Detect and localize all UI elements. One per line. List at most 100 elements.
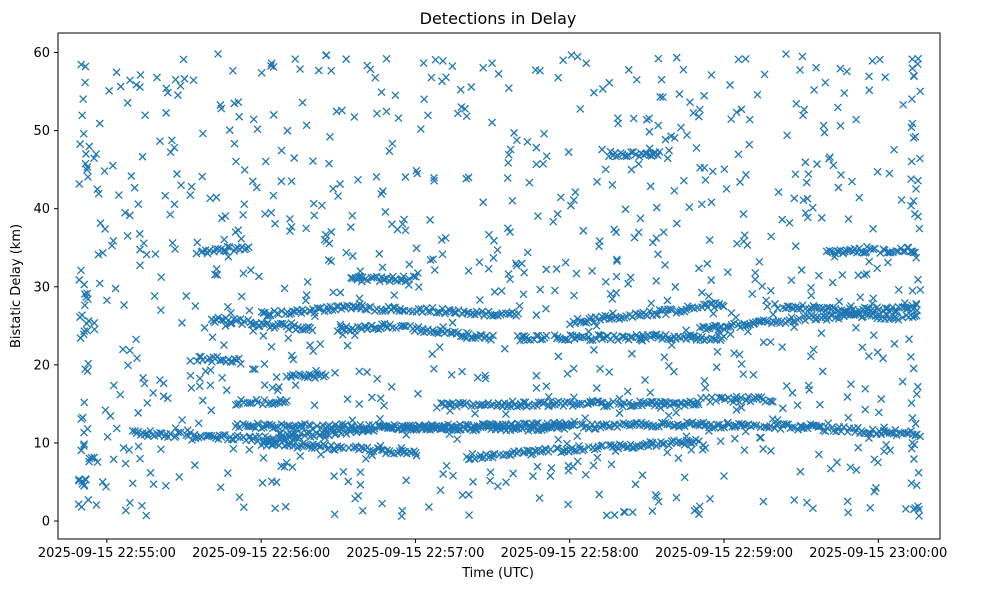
data-point [298,98,307,107]
data-point [217,104,226,113]
data-point [755,257,764,266]
data-point [424,503,433,511]
data-point [305,370,314,379]
data-point [748,289,757,298]
data-point [741,170,750,179]
data-point [355,300,364,309]
data-point [880,447,889,456]
data-point [898,313,907,322]
data-point [432,422,441,430]
data-point [134,442,143,451]
data-point [195,382,204,391]
data-point [840,89,849,98]
data-point [282,396,291,405]
data-point [330,510,339,519]
data-point [146,468,155,477]
data-point [680,440,689,449]
data-point [911,419,920,428]
data-point [287,177,296,186]
data-point [532,143,541,152]
data-point [880,423,889,432]
data-point [760,70,769,79]
data-point [336,180,345,188]
data-point [577,317,586,326]
data-point [481,332,490,341]
data-point [874,408,883,417]
data-point [162,84,171,93]
data-point [828,303,837,312]
data-point [432,308,441,317]
data-point [387,449,395,457]
data-point [321,230,330,239]
data-point [287,222,296,231]
data-point [426,256,435,264]
data-point [589,88,598,97]
data-point [246,422,255,431]
data-point [592,321,601,330]
data-point [601,165,610,174]
data-point [162,108,171,117]
data-point [192,249,201,258]
data-point [512,136,521,145]
data-point [79,441,88,450]
data-point [397,276,406,285]
data-point [869,331,878,340]
data-point [624,65,633,74]
data-point [220,235,229,244]
data-point [479,198,488,207]
data-point [151,250,160,258]
data-point [273,386,282,395]
data-point [353,175,362,184]
data-point [619,419,628,428]
data-point [671,282,680,291]
data-point [501,410,510,419]
data-point [713,347,722,356]
data-point [83,367,92,375]
data-point [664,411,673,420]
data-point [665,146,674,155]
data-point [236,315,245,323]
data-point [536,335,545,344]
data-point [166,210,175,219]
data-point [580,445,589,454]
data-point [612,228,621,237]
data-point [655,147,664,156]
x-tick-label: 2025-09-15 22:59:00 [655,546,793,561]
data-point [573,457,582,466]
data-point [135,229,144,238]
data-point [556,193,565,202]
data-point [153,73,161,82]
data-point [420,95,429,104]
data-point [790,423,799,432]
data-point [77,60,86,69]
data-point [571,319,580,328]
data-point [201,367,210,376]
data-point [223,469,232,478]
data-point [802,498,811,507]
y-axis-ticks: 0 10 20 30 40 50 60 [33,46,58,530]
data-point [346,223,355,232]
data-point [488,118,497,127]
data-point [223,242,232,251]
data-point [271,219,279,228]
data-point [778,303,787,312]
data-point [908,414,917,422]
data-point [908,64,917,73]
data-point [75,275,84,284]
data-point [247,320,256,329]
data-point [694,264,703,273]
data-point [869,294,878,303]
data-point [596,364,605,373]
data-point [581,470,590,479]
data-point [363,61,372,70]
data-point [249,115,258,124]
data-point [229,444,238,453]
data-point [819,426,828,435]
data-point [300,372,309,381]
data-point [546,445,555,454]
data-point [694,112,703,121]
data-point [881,73,890,82]
data-point [741,54,750,63]
data-point [544,402,553,411]
data-point [451,308,460,317]
